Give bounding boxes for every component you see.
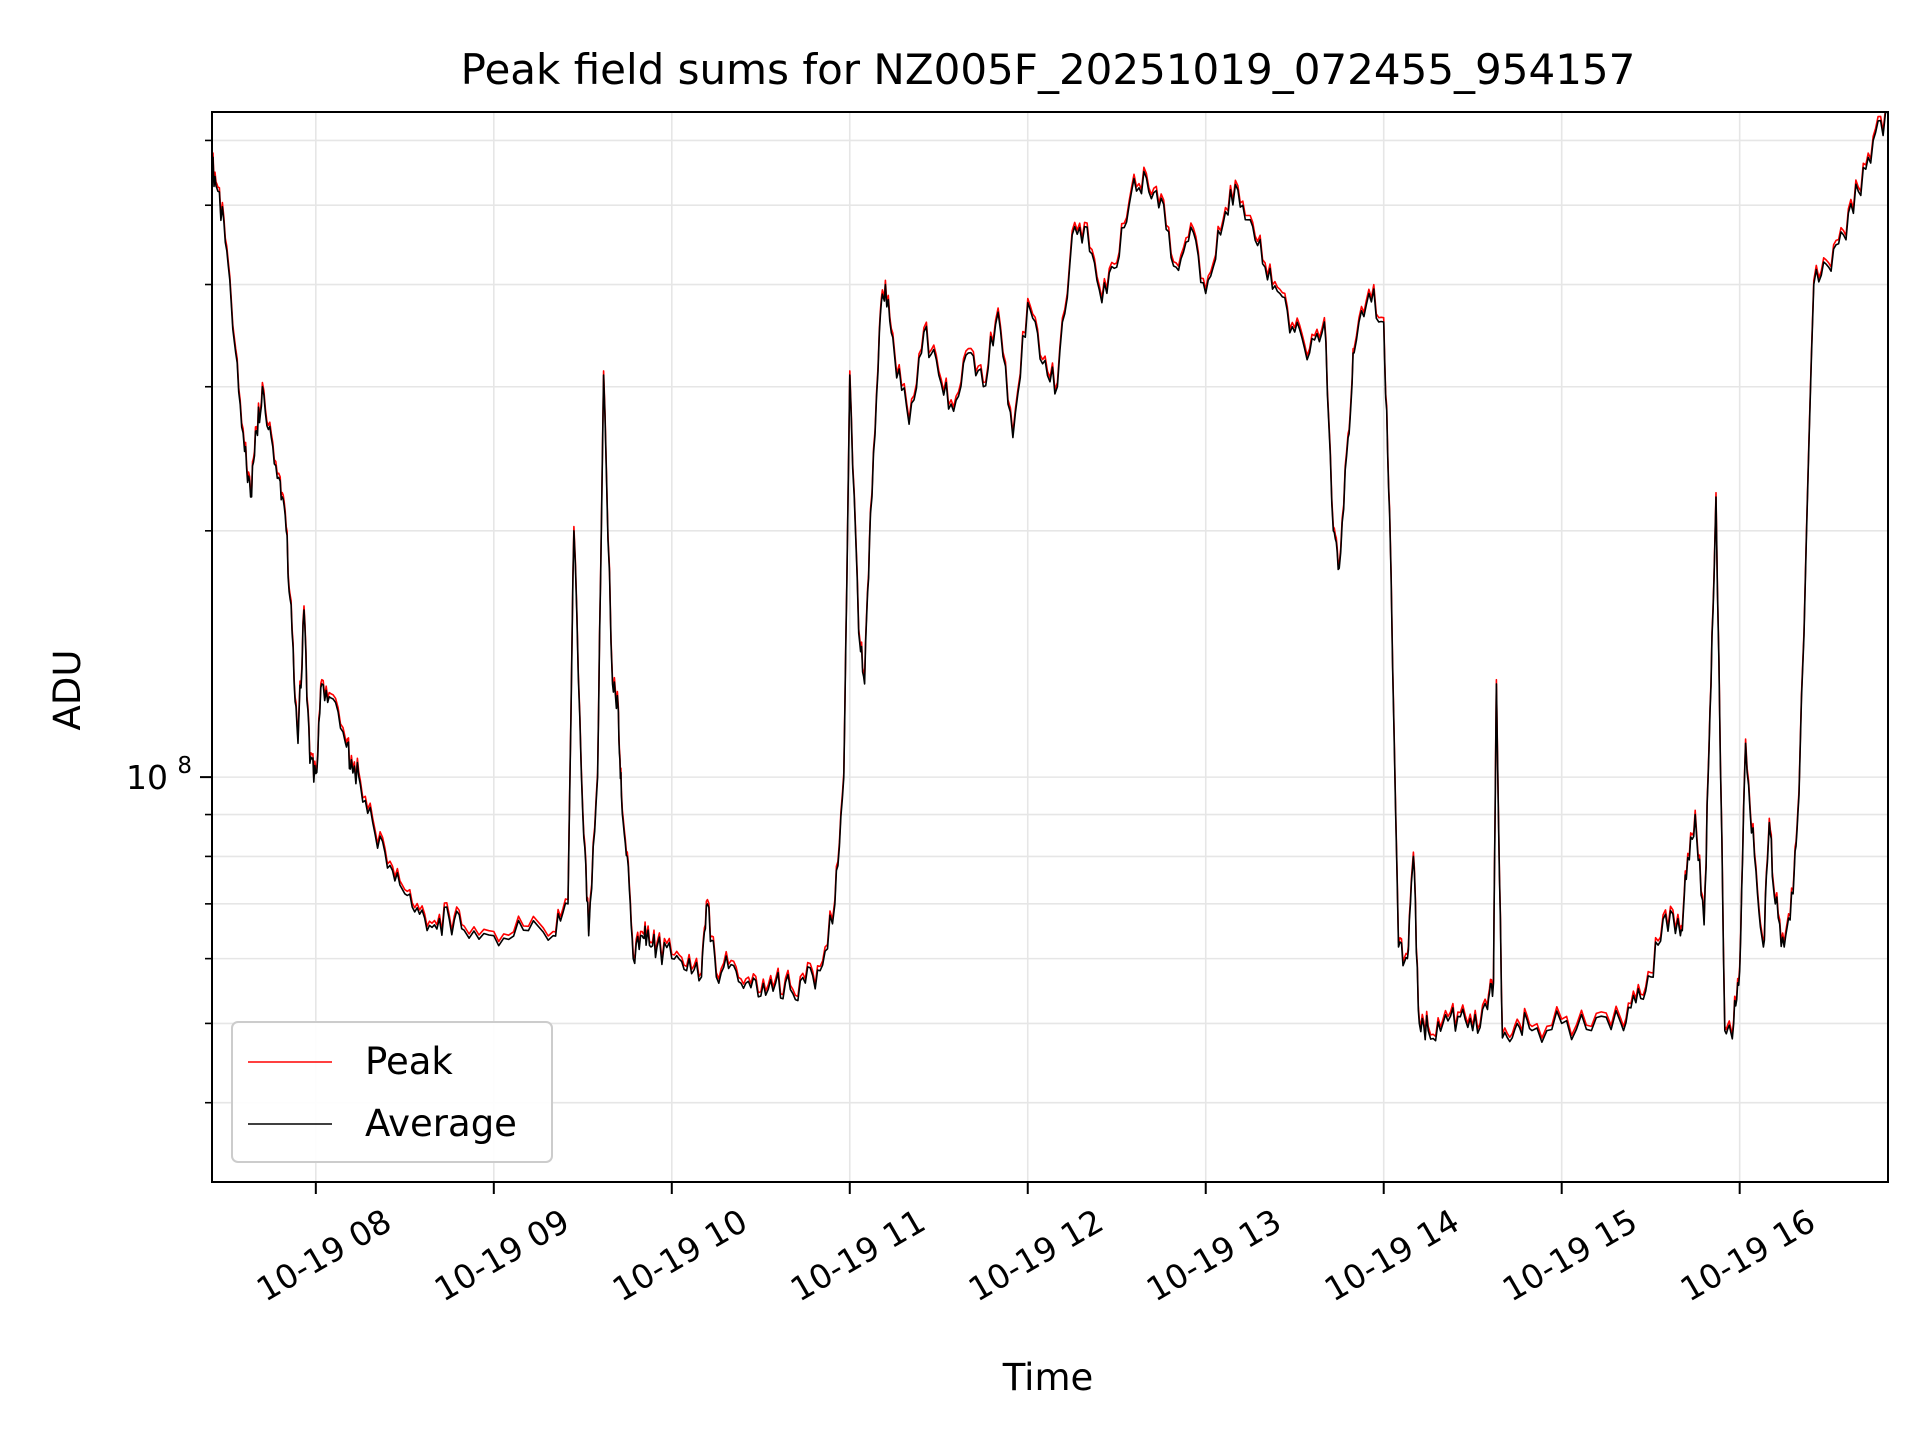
legend-frame — [231, 1021, 553, 1163]
y-tick-label-exponent: 8 — [177, 753, 192, 779]
series-layer — [212, 112, 1888, 1043]
grid-layer — [212, 112, 1888, 1182]
x-axis-label: Time — [1002, 1356, 1094, 1399]
legend-label-average: Average — [365, 1102, 517, 1145]
series-line-average — [212, 112, 1888, 1043]
y-tick-label: 10 — [126, 758, 168, 797]
plot-area-frame — [211, 111, 1889, 1183]
legend: Peak Average — [231, 1021, 553, 1163]
series-line-peak — [212, 112, 1886, 1039]
y-axis: 10 8 — [126, 139, 212, 1104]
chart-title: Peak field sums for NZ005F_20251019_0724… — [461, 45, 1636, 94]
legend-label-peak: Peak — [365, 1040, 453, 1083]
y-axis-label: ADU — [46, 650, 89, 731]
